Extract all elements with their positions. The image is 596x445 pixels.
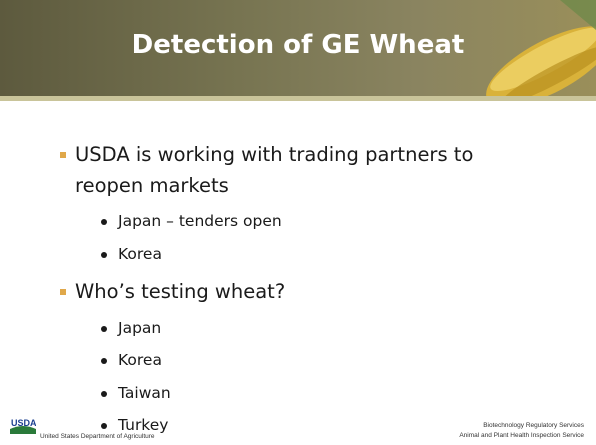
bullet-continuation: reopen markets <box>75 174 229 197</box>
bullet: USDA is working with trading partners to <box>75 143 473 166</box>
footer-left: United States Department of Agriculture <box>40 433 155 440</box>
footer-right-2: Animal and Plant Health Inspection Servi… <box>459 432 584 439</box>
slide-title: Detection of GE Wheat <box>0 30 596 60</box>
sub-bullet: Korea <box>118 351 162 369</box>
title-banner: Detection of GE Wheat <box>0 0 596 96</box>
sub-bullet: Japan <box>118 319 161 337</box>
logo-text: USDA <box>11 418 36 428</box>
sub-bullet: Turkey <box>118 416 168 434</box>
bullet: Who’s testing wheat? <box>75 280 285 303</box>
sub-bullet: Japan – tenders open <box>118 212 282 230</box>
footer-right-1: Biotechnology Regulatory Services <box>483 422 584 429</box>
sub-bullet: Korea <box>118 245 162 263</box>
sub-bullet: Taiwan <box>118 384 171 402</box>
slide: Detection of GE Wheat USDA is working wi… <box>0 0 596 445</box>
usda-logo: USDA <box>10 416 36 434</box>
title-underline <box>0 96 596 101</box>
